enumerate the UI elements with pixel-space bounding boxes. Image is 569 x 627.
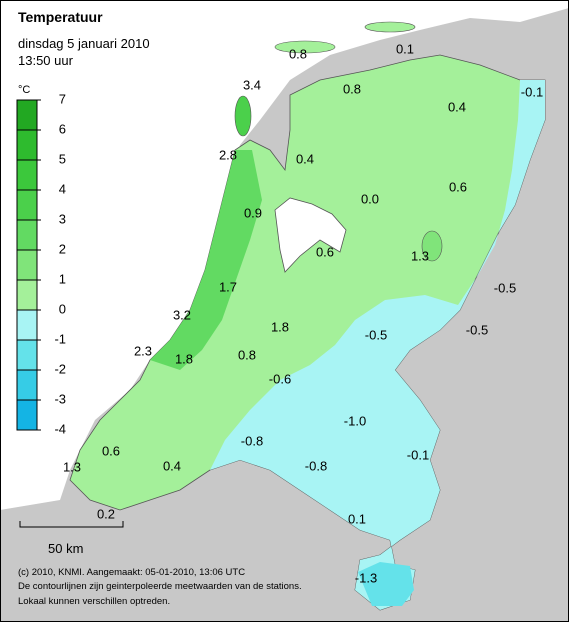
station-label: 1.8 [271, 319, 289, 334]
legend-tick-label: 7 [59, 91, 66, 106]
legend-tick-label: 3 [59, 211, 66, 226]
warm-spot [421, 230, 443, 262]
cold-region [210, 80, 545, 610]
legend-tick-label: -4 [54, 421, 66, 436]
station-label: 1.3 [411, 248, 429, 263]
station-label: 0.0 [361, 191, 379, 206]
stations: 0.8 0.1 3.4 0.8 -0.1 0.4 2.8 0.4 0.6 0.0… [63, 41, 543, 585]
legend-tick-label: 0 [59, 301, 66, 316]
title: Temperatuur [18, 9, 103, 25]
legend-swatch [17, 370, 37, 400]
sea [0, 0, 569, 510]
footer: Lokaal kunnen verschillen optreden. [18, 596, 170, 607]
legend-tick-label: 4 [59, 181, 66, 196]
station-label: 1.8 [175, 351, 193, 366]
ijsselmeer [274, 197, 347, 273]
station-label: -0.5 [494, 280, 516, 295]
legend-swatch [17, 130, 37, 160]
station-label: -1.0 [344, 413, 366, 428]
island [274, 40, 336, 54]
station-label: 0.6 [102, 443, 120, 458]
station-label: -0.8 [305, 458, 327, 473]
station-label: 0.4 [296, 151, 314, 166]
warm-region [150, 150, 262, 370]
station-label: -0.1 [407, 447, 429, 462]
station-label: 2.8 [219, 147, 237, 162]
colder-region [358, 562, 414, 606]
station-label: 1.7 [219, 279, 237, 294]
station-label: 2.3 [134, 343, 152, 358]
station-label: 0.9 [244, 205, 262, 220]
scale-label: 50 km [48, 541, 83, 556]
station-label: -0.6 [269, 371, 291, 386]
station-label: 0.8 [289, 46, 307, 61]
legend-swatch [17, 220, 37, 250]
station-label: 0.8 [343, 81, 361, 96]
station-label: 0.2 [97, 506, 115, 521]
station-label: 3.4 [243, 77, 261, 92]
island [364, 21, 416, 33]
legend-tick-label: -1 [54, 331, 66, 346]
legend-swatch [17, 400, 37, 430]
footer: (c) 2010, KNMI. Aangemaakt: 05-01-2010, … [18, 567, 245, 578]
legend-tick-label: 1 [59, 271, 66, 286]
station-label: -0.5 [466, 322, 488, 337]
legend: 7 6 5 4 3 2 1 0 -1 -2 -3 -4 [16, 91, 66, 436]
legend-swatch [17, 160, 37, 190]
time: 13:50 uur [18, 53, 74, 68]
legend-swatch [17, 190, 37, 220]
footer: De contourlijnen zijn geinterpoleerde me… [18, 581, 302, 592]
scale-bar [19, 521, 124, 528]
station-label: 0.8 [238, 347, 256, 362]
legend-swatch [17, 310, 37, 340]
legend-tick-label: 2 [59, 241, 66, 256]
legend-tick-label: 5 [59, 151, 66, 166]
island [234, 95, 252, 137]
station-label: -1.3 [355, 570, 377, 585]
station-label: 0.4 [163, 458, 181, 473]
station-label: 0.4 [448, 99, 466, 114]
legend-unit: °C [18, 84, 30, 96]
subtitle: dinsdag 5 januari 2010 [18, 36, 150, 51]
legend-swatch [17, 250, 37, 280]
legend-swatch [17, 340, 37, 370]
station-label: 1.3 [63, 459, 81, 474]
legend-tick-label: -2 [54, 361, 66, 376]
station-label: 0.1 [396, 41, 414, 56]
station-label: -0.8 [241, 433, 263, 448]
legend-swatch [17, 280, 37, 310]
station-label: 0.1 [348, 511, 366, 526]
station-label: -0.5 [365, 327, 387, 342]
station-label: 0.6 [449, 179, 467, 194]
legend-tick-label: 6 [59, 121, 66, 136]
legend-tick-label: -3 [54, 391, 66, 406]
station-label: 3.2 [173, 307, 191, 322]
legend-swatch [17, 100, 37, 130]
station-label: -0.1 [521, 84, 543, 99]
station-label: 0.6 [316, 244, 334, 259]
